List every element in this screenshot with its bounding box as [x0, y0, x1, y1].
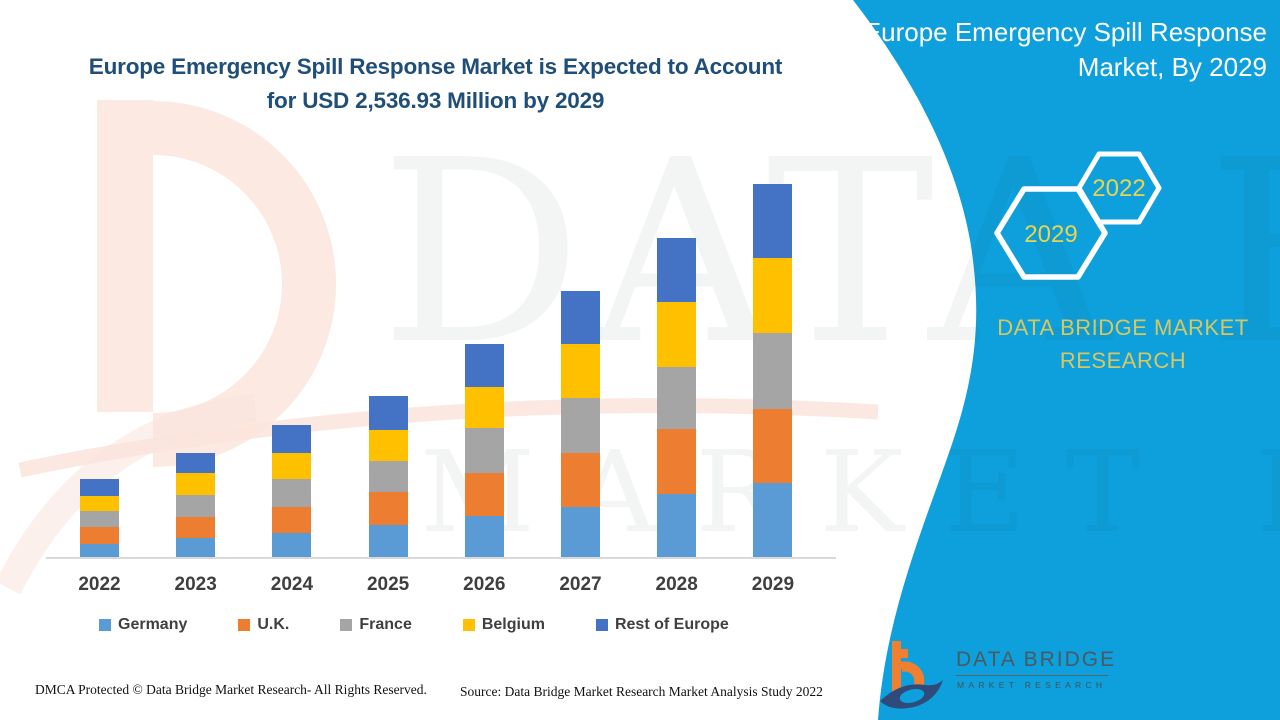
- x-axis-label-2027: 2027: [559, 574, 602, 595]
- bar-segment-france-2029: [753, 332, 793, 409]
- bar-segment-rest-of-europe-2029: [753, 184, 793, 258]
- bar-segment-u-k--2023: [176, 517, 216, 538]
- bar-segment-france-2027: [561, 398, 600, 454]
- footer-source-text: Source: Data Bridge Market Research Mark…: [460, 684, 823, 699]
- x-axis-line: [46, 557, 836, 559]
- chart-title-line2: for USD 2,536.93 Million by 2029: [266, 88, 605, 113]
- bar-segment-germany-2029: [753, 482, 793, 558]
- legend-item-france: France: [340, 616, 412, 634]
- chart-title: Europe Emergency Spill Response Market i…: [38, 50, 833, 118]
- bar-segment-belgium-2027: [561, 344, 600, 399]
- brand-wordmark: DATA BRIDGE MARKET RESEARCH: [966, 311, 1280, 377]
- bar-segment-france-2024: [272, 479, 312, 507]
- x-axis-label-2024: 2024: [270, 574, 314, 595]
- bar-segment-u-k--2025: [368, 491, 408, 525]
- bar-segment-rest-of-europe-2022: [80, 478, 119, 496]
- x-axis-label-2023: 2023: [174, 574, 217, 595]
- bar-segment-france-2023: [176, 495, 216, 518]
- bar-segment-u-k--2029: [753, 408, 793, 483]
- legend-item-rest-of-europe: Rest of Europe: [595, 616, 729, 634]
- legend-label: Rest of Europe: [614, 616, 729, 633]
- bar-segment-germany-2028: [657, 494, 697, 558]
- bar-segment-rest-of-europe-2026: [464, 343, 504, 387]
- dbmr-logo-name: DATA BRIDGE: [956, 648, 1117, 671]
- legend-label: France: [359, 616, 412, 633]
- bar-segment-france-2028: [657, 366, 697, 430]
- bar-segment-germany-2022: [80, 544, 119, 558]
- x-axis-label-2026: 2026: [463, 574, 506, 595]
- bar-segment-belgium-2025: [368, 430, 408, 461]
- dbmr-logo-subtitle: MARKET RESEARCH: [957, 680, 1107, 690]
- bar-segment-belgium-2023: [176, 473, 216, 496]
- bar-segment-germany-2024: [272, 532, 312, 558]
- x-axis-label-2028: 2028: [655, 574, 698, 595]
- legend-item-belgium: Belgium: [462, 616, 545, 634]
- bar-segment-france-2026: [464, 427, 504, 473]
- bar-segment-belgium-2022: [80, 495, 119, 511]
- bar-segment-germany-2023: [176, 537, 216, 558]
- bar-segment-rest-of-europe-2028: [657, 237, 697, 302]
- x-axis-label-2025: 2025: [366, 574, 410, 595]
- chart-title-line1: Europe Emergency Spill Response Market i…: [88, 54, 783, 79]
- side-panel-title-line1: Europe Emergency Spill Response: [863, 17, 1267, 47]
- bar-segment-rest-of-europe-2023: [176, 453, 216, 474]
- side-panel-title-line2: Market, By 2029: [1077, 52, 1267, 82]
- dbmr-logo-divider: [956, 675, 1108, 676]
- side-panel-title: Europe Emergency Spill Response Market, …: [864, 15, 1267, 85]
- legend-item-u-k-: U.K.: [238, 616, 289, 634]
- dbmr-logo: DATA BRIDGE MARKET RESEARCH: [876, 634, 1156, 714]
- legend-label: Germany: [118, 616, 188, 633]
- bar-segment-france-2022: [80, 510, 119, 528]
- x-axis-label-2022: 2022: [78, 574, 121, 595]
- legend-swatch: [99, 619, 111, 631]
- bar-segment-u-k--2022: [80, 527, 119, 544]
- footer-dmca-text: DMCA Protected © Data Bridge Market Rese…: [35, 682, 427, 697]
- bar-segment-belgium-2026: [464, 387, 504, 428]
- bar-segment-rest-of-europe-2025: [368, 396, 408, 431]
- legend-swatch: [462, 619, 475, 631]
- brand-wordmark-line1: DATA BRIDGE MARKET: [997, 315, 1249, 340]
- bar-segment-belgium-2028: [657, 301, 697, 367]
- bar-segment-u-k--2028: [657, 429, 697, 495]
- bar-segment-u-k--2024: [272, 507, 312, 533]
- bar-segment-germany-2027: [561, 507, 600, 558]
- legend-item-germany: Germany: [99, 616, 187, 634]
- chart-legend: Germany U.K. France Belgium Rest of Europe: [99, 616, 729, 634]
- dbmr-logo-mark-icon: [880, 641, 943, 709]
- x-axis-label-2029: 2029: [751, 574, 795, 595]
- legend-swatch: [340, 619, 353, 631]
- bar-segment-france-2025: [368, 461, 408, 492]
- bar-segment-u-k--2027: [561, 453, 600, 507]
- brand-wordmark-line2: RESEARCH: [1059, 348, 1187, 373]
- legend-swatch: [595, 619, 608, 631]
- bar-segment-rest-of-europe-2024: [272, 425, 312, 454]
- stacked-bar-chart: [48, 178, 838, 558]
- bar-segment-germany-2026: [464, 516, 504, 558]
- bar-segment-u-k--2026: [464, 472, 504, 516]
- legend-swatch: [238, 619, 251, 631]
- legend-label: U.K.: [257, 616, 290, 633]
- bar-segment-belgium-2029: [753, 257, 793, 333]
- bar-segment-germany-2025: [368, 524, 408, 558]
- bar-segment-belgium-2024: [272, 453, 312, 479]
- bar-segment-rest-of-europe-2027: [561, 291, 600, 345]
- legend-label: Belgium: [481, 616, 545, 633]
